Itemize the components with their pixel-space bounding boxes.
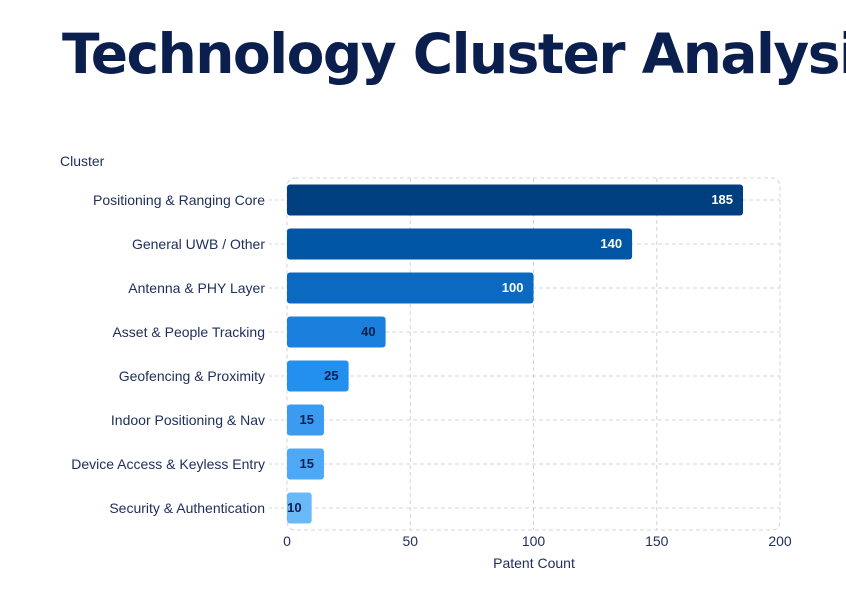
bar-indoor-positioning-nav — [287, 404, 324, 436]
bar-value-label: 40 — [361, 324, 375, 339]
category-label: Asset & People Tracking — [112, 324, 265, 340]
x-tick-label: 150 — [645, 533, 669, 549]
category-label: Security & Authentication — [109, 500, 265, 516]
y-axis-title: Cluster — [60, 153, 105, 169]
bar-value-label: 15 — [300, 412, 314, 427]
x-tick-label: 100 — [522, 533, 546, 549]
bar-value-label: 100 — [502, 280, 524, 295]
bars: 185 140 100 40 25 15 15 10 — [287, 184, 744, 524]
bar-geofencing-proximity — [287, 360, 349, 392]
plot-frame — [286, 177, 781, 531]
bar-device-access-keyless-entry — [287, 448, 324, 480]
bar-security-authentication — [287, 492, 312, 524]
category-label: Geofencing & Proximity — [119, 368, 265, 384]
bar-positioning-ranging-core — [287, 184, 744, 216]
bar-antenna-phy-layer — [287, 272, 534, 304]
x-axis-title: Patent Count — [493, 555, 575, 571]
category-label: General UWB / Other — [132, 236, 265, 252]
category-label: Positioning & Ranging Core — [93, 192, 265, 208]
category-label: Antenna & PHY Layer — [128, 280, 265, 296]
x-tick-labels: 0 50 100 150 200 — [283, 533, 792, 549]
bar-value-label: 185 — [711, 192, 733, 207]
bar-general-uwb-other — [287, 228, 633, 260]
x-tick-label: 200 — [768, 533, 792, 549]
page-title: Technology Cluster Analysis — [62, 22, 846, 86]
bar-value-label: 25 — [324, 368, 338, 383]
bar-asset-people-tracking — [287, 316, 386, 348]
bar-value-label: 140 — [600, 236, 622, 251]
category-label: Indoor Positioning & Nav — [111, 412, 265, 428]
bar-value-label: 10 — [287, 500, 301, 515]
x-tick-label: 0 — [283, 533, 291, 549]
x-tick-label: 50 — [402, 533, 418, 549]
category-label: Device Access & Keyless Entry — [71, 456, 265, 472]
bar-value-label: 15 — [300, 456, 314, 471]
category-labels: Positioning & Ranging Core General UWB / … — [71, 192, 265, 516]
